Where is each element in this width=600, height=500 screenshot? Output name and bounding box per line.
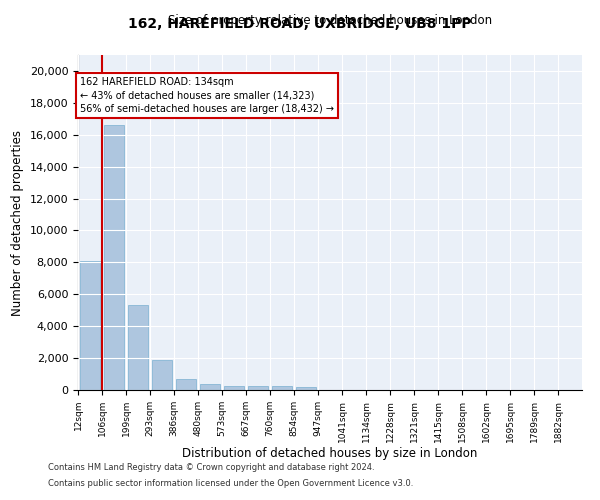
Bar: [176, 379, 196, 390]
X-axis label: Distribution of detached houses by size in London: Distribution of detached houses by size …: [182, 448, 478, 460]
Text: Contains public sector information licensed under the Open Government Licence v3: Contains public sector information licen…: [48, 478, 413, 488]
Bar: [104, 125, 124, 390]
Title: Size of property relative to detached houses in London: Size of property relative to detached ho…: [168, 14, 492, 28]
Bar: [200, 384, 220, 390]
Bar: [248, 386, 268, 390]
Bar: [80, 261, 100, 390]
Text: 162, HAREFIELD ROAD, UXBRIDGE, UB8 1PP: 162, HAREFIELD ROAD, UXBRIDGE, UB8 1PP: [128, 18, 472, 32]
Bar: [152, 360, 172, 390]
Text: 162 HAREFIELD ROAD: 134sqm
← 43% of detached houses are smaller (14,323)
56% of : 162 HAREFIELD ROAD: 134sqm ← 43% of deta…: [80, 78, 334, 114]
Text: Contains HM Land Registry data © Crown copyright and database right 2024.: Contains HM Land Registry data © Crown c…: [48, 464, 374, 472]
Bar: [272, 386, 292, 390]
Bar: [296, 387, 316, 390]
Bar: [224, 386, 244, 390]
Bar: [128, 306, 148, 390]
Y-axis label: Number of detached properties: Number of detached properties: [11, 130, 24, 316]
